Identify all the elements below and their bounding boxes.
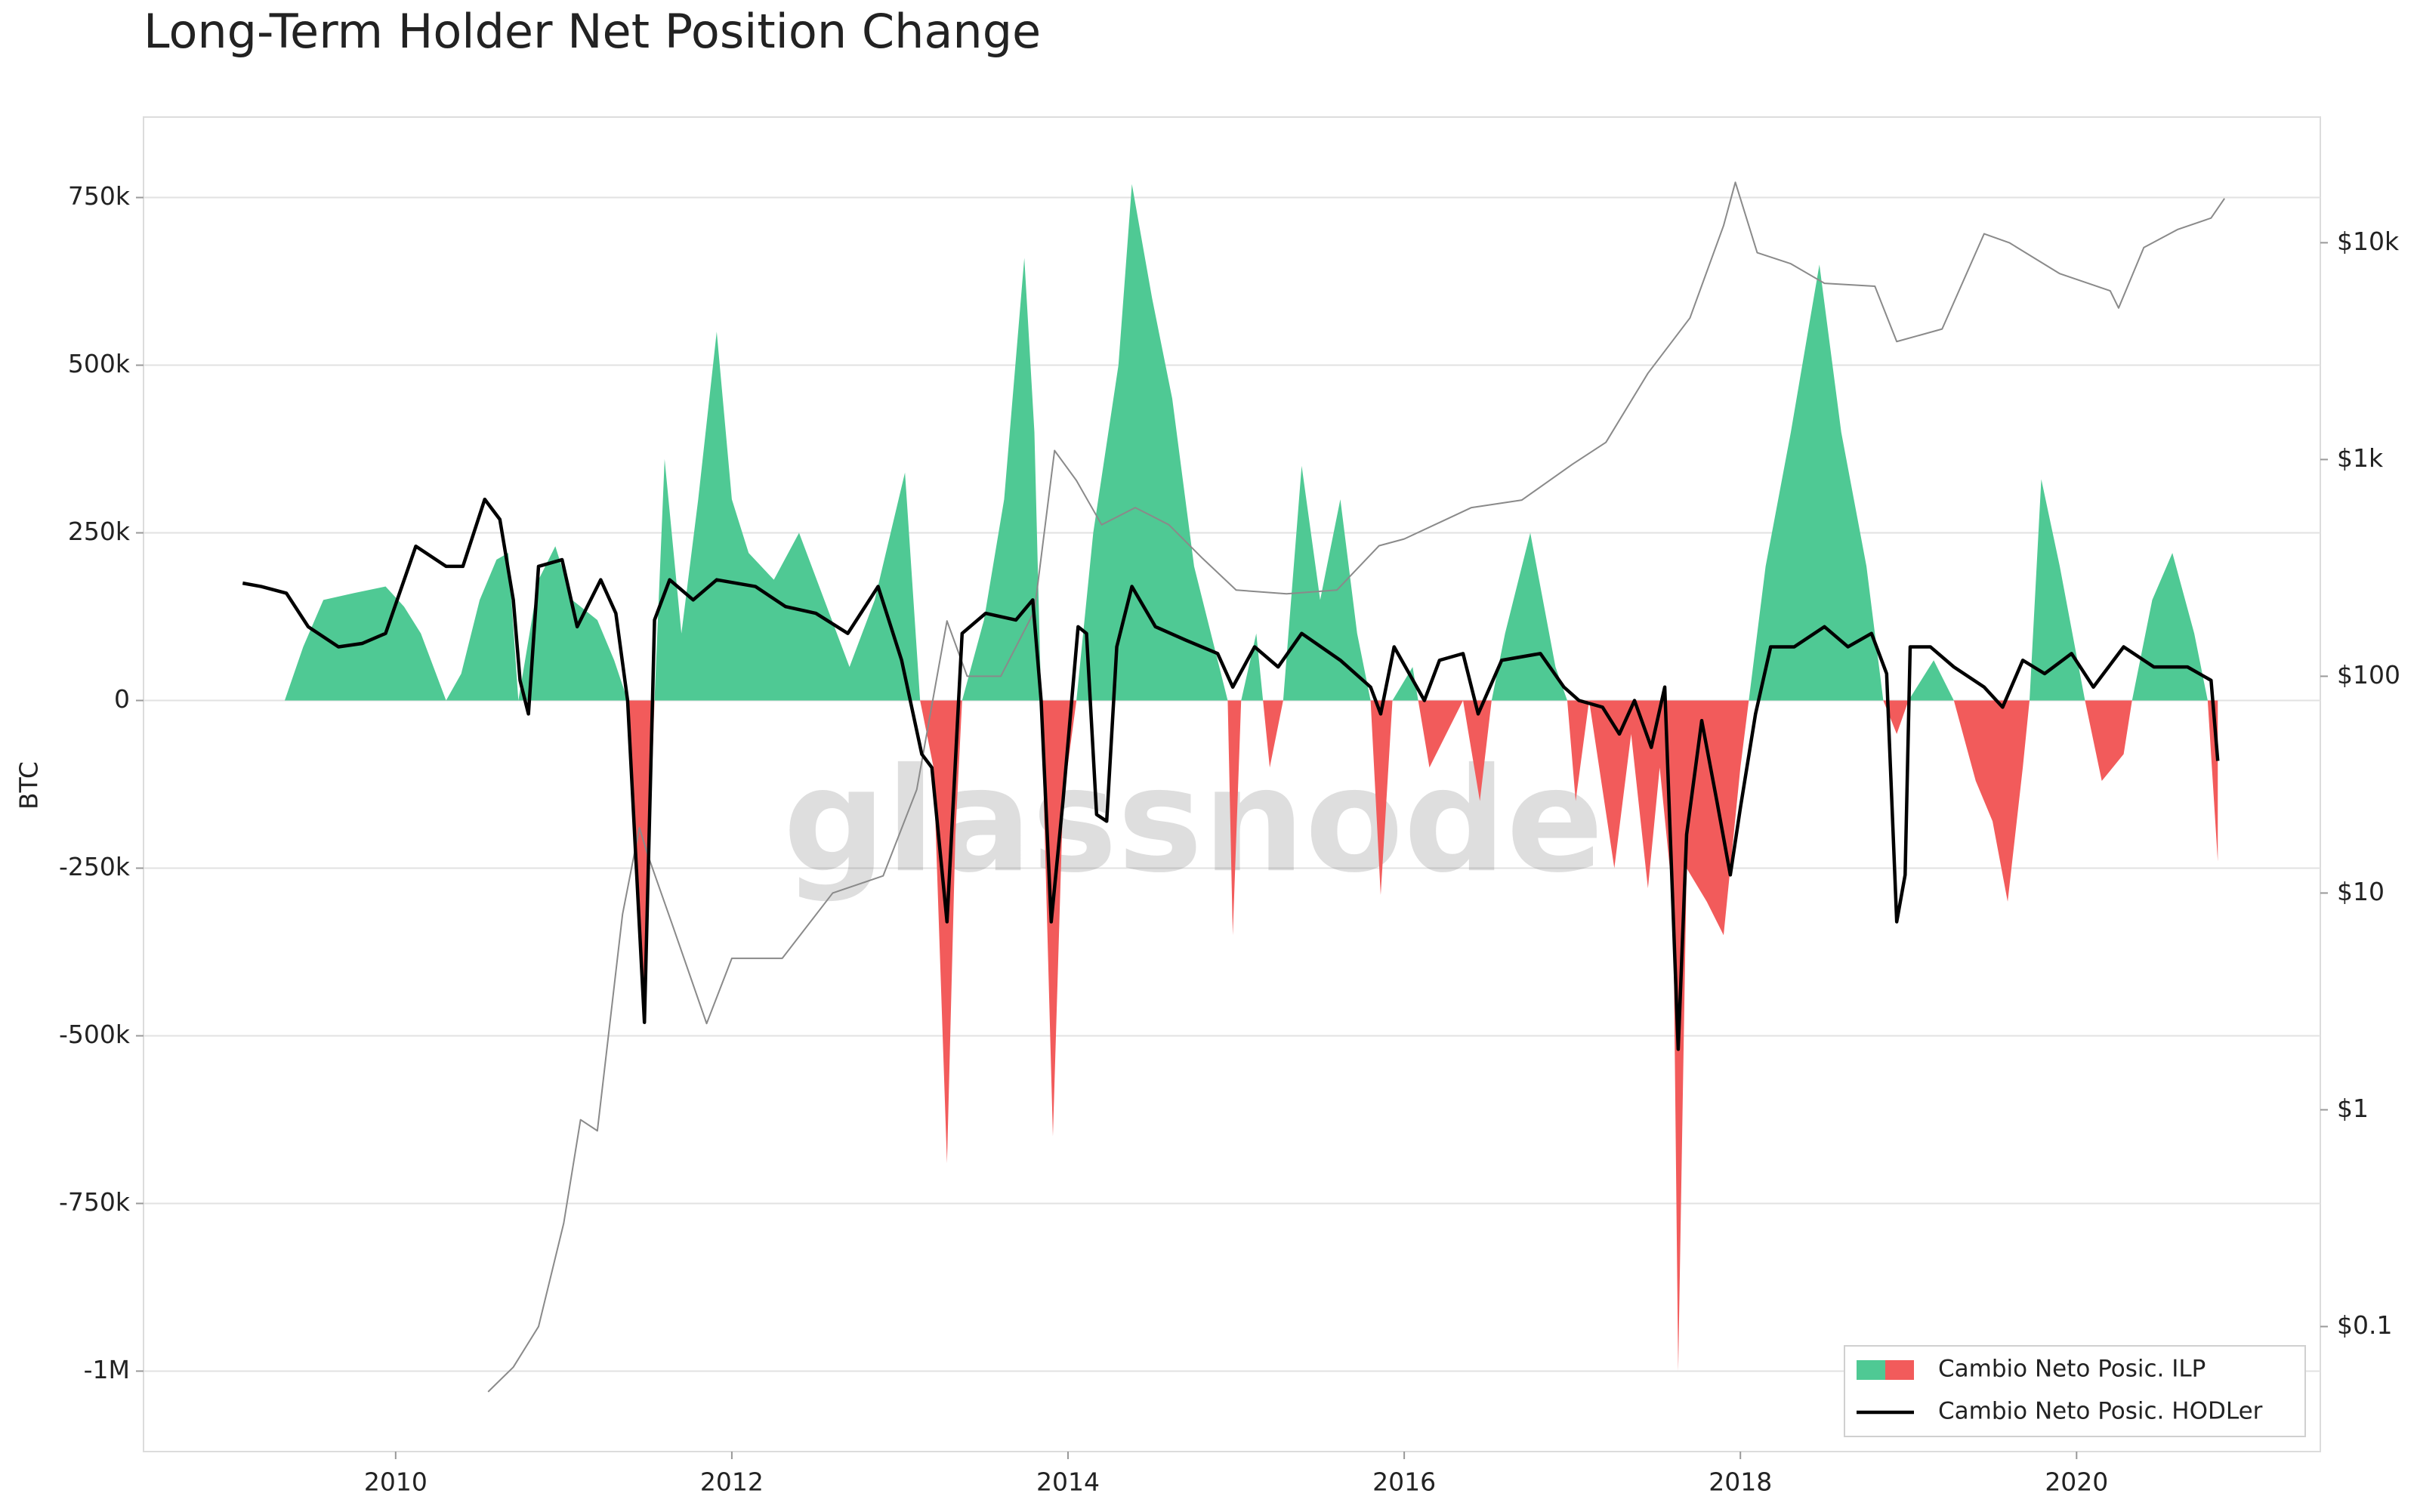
legend-swatch <box>1885 1360 1914 1380</box>
legend-label: Cambio Neto Posic. ILP <box>1938 1356 2206 1383</box>
watermark: glassnode <box>783 737 1604 904</box>
y2-tick-label: $100 <box>2337 660 2400 690</box>
y2-tick-label: $0.1 <box>2337 1310 2392 1340</box>
y-tick-label: 250k <box>68 517 131 546</box>
plot-frame <box>143 116 2321 1452</box>
y-tick-label: 750k <box>68 181 131 211</box>
line <box>242 497 2220 1051</box>
x-tick-label: 2012 <box>700 1467 764 1497</box>
y2-tick-label: $10k <box>2337 227 2400 256</box>
y-axis-label: BTC <box>14 761 44 810</box>
area-positive <box>284 184 2208 701</box>
x-tick-label: 2020 <box>2045 1467 2108 1497</box>
y-tick-label: -1M <box>84 1355 130 1384</box>
x-tick-label: 2014 <box>1036 1467 1100 1497</box>
y-tick-label: 500k <box>68 349 131 378</box>
legend-box <box>1844 1345 2306 1437</box>
x-tick-label: 2018 <box>1709 1467 1772 1497</box>
y-tick-label: -500k <box>59 1020 131 1049</box>
y2-tick-label: $10 <box>2337 877 2385 906</box>
y2-tick-label: $1 <box>2337 1094 2369 1123</box>
y-tick-label: -250k <box>59 852 131 881</box>
x-tick-label: 2016 <box>1372 1467 1436 1497</box>
legend-label: Cambio Neto Posic. HODLer <box>1938 1398 2263 1425</box>
legend-swatch <box>1857 1360 1885 1380</box>
y2-tick-label: $1k <box>2337 443 2384 473</box>
y-tick-label: 0 <box>114 684 130 714</box>
x-tick-label: 2010 <box>364 1467 428 1497</box>
y-tick-label: -750k <box>59 1187 131 1217</box>
chart-title: Long-Term Holder Net Position Change <box>144 4 1041 59</box>
line <box>487 181 2225 1393</box>
